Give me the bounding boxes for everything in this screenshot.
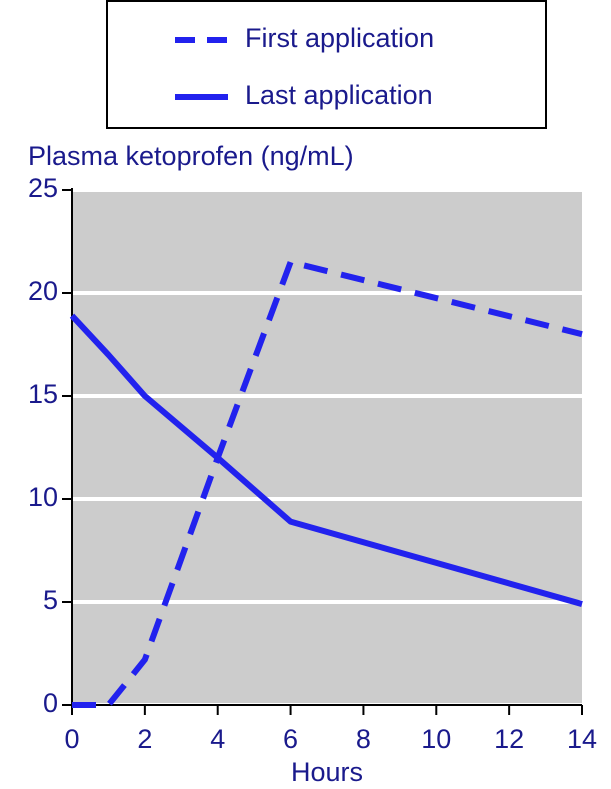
x-tick-label: 12	[494, 724, 524, 754]
x-tick-label: 6	[283, 724, 298, 754]
series-line	[72, 259, 583, 708]
y-tick-label: 10	[28, 482, 58, 512]
x-tick-label: 14	[567, 724, 597, 754]
plot-background	[72, 190, 582, 705]
legend-label: Last application	[245, 80, 433, 110]
legend-box	[106, 0, 547, 129]
y-tick-label: 20	[28, 276, 58, 306]
x-tick-label: 2	[137, 724, 152, 754]
x-tick-label: 10	[421, 724, 451, 754]
y-axis-title: Plasma ketoprofen (ng/mL)	[28, 141, 354, 171]
x-axis-title: Hours	[291, 757, 363, 787]
y-tick-label: 25	[28, 173, 58, 203]
y-tick-label: 0	[43, 688, 58, 718]
x-tick-label: 8	[356, 724, 371, 754]
y-tick-label: 15	[28, 379, 58, 409]
legend-label: First application	[245, 23, 434, 53]
y-tick-label: 5	[43, 585, 58, 615]
series-line	[69, 313, 583, 607]
x-tick-label: 0	[64, 724, 79, 754]
x-tick-label: 4	[210, 724, 225, 754]
